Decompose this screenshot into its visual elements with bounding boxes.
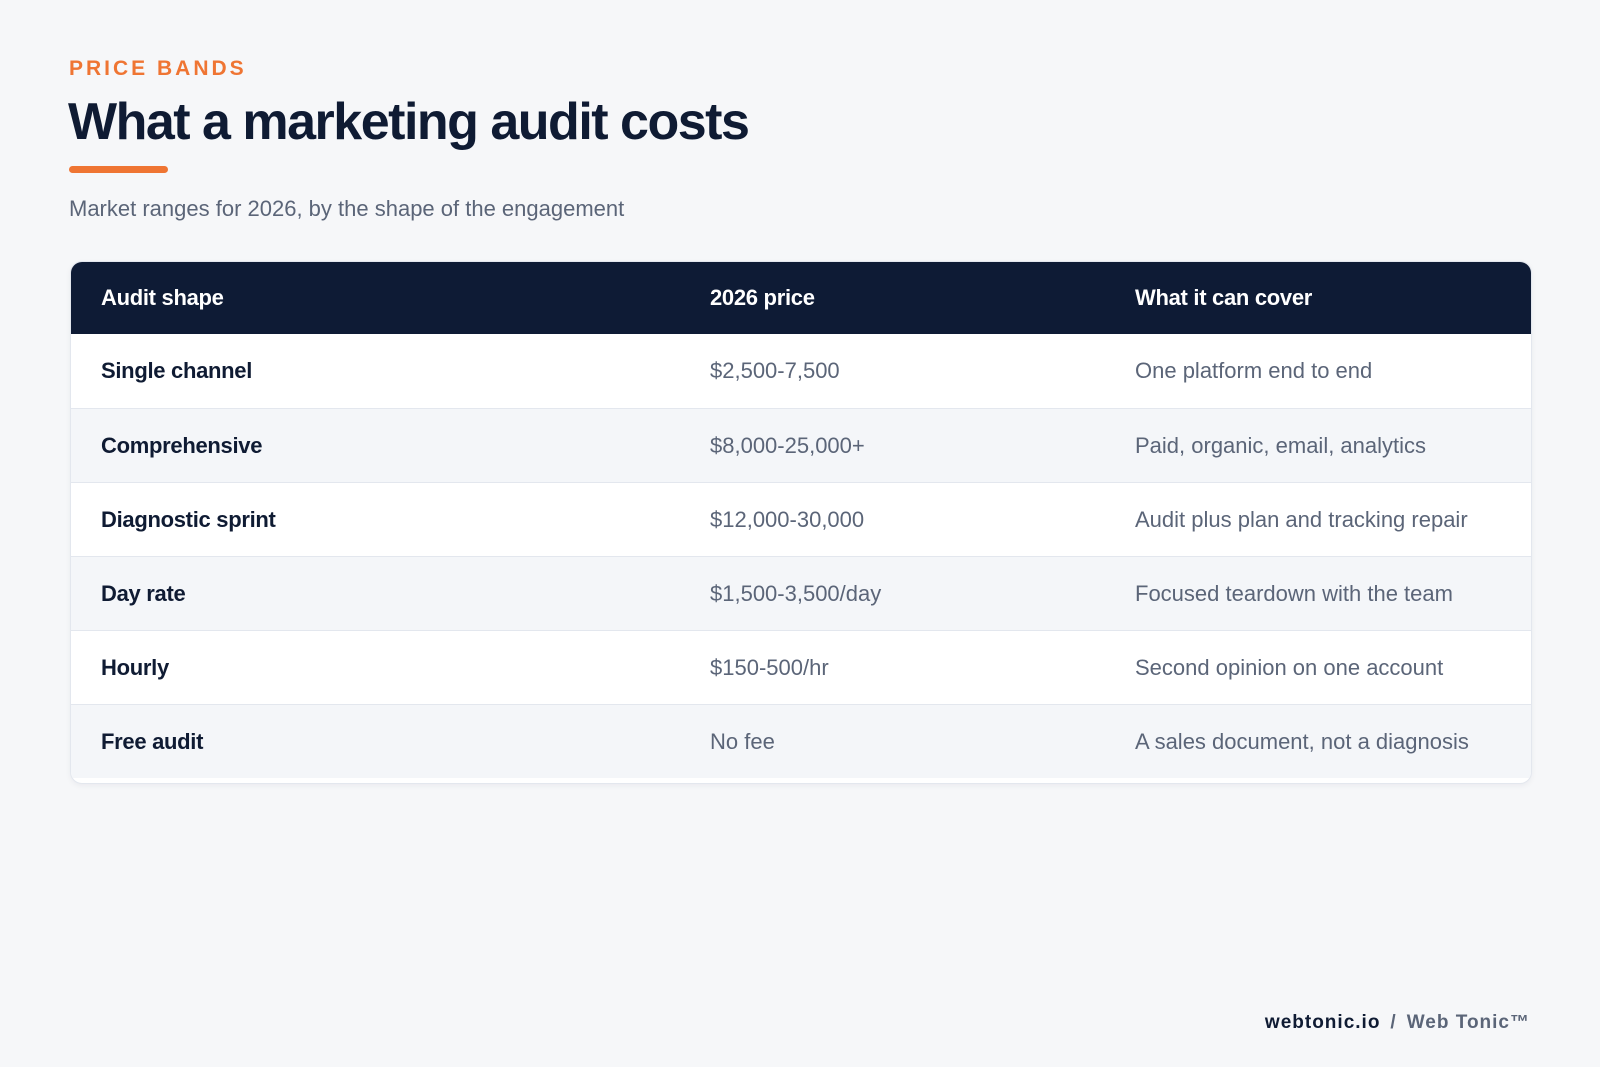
column-header-price: 2026 price [710, 285, 815, 310]
price-cell: $1,500-3,500/day [710, 580, 882, 606]
audit-shape-cell: Comprehensive [101, 432, 263, 458]
coverage-cell: Audit plus plan and tracking repair [1135, 506, 1468, 532]
price-cell: $8,000-25,000+ [710, 432, 865, 458]
price-table: Audit shape 2026 price What it can cover… [70, 261, 1532, 784]
footer-credit: webtonic.io / Web Tonic™ [1265, 1012, 1530, 1034]
coverage-cell: A sales document, not a diagnosis [1135, 728, 1469, 754]
audit-shape-cell: Hourly [101, 654, 169, 680]
column-header-coverage: What it can cover [1135, 285, 1313, 310]
coverage-cell: Second opinion on one account [1135, 654, 1444, 680]
table-body: Single channel $2,500-7,500 One platform… [71, 334, 1531, 778]
page-title: What a marketing audit costs [68, 93, 750, 151]
price-cell: No fee [710, 728, 775, 754]
price-cell: $150-500/hr [710, 654, 829, 680]
coverage-cell: Paid, organic, email, analytics [1135, 432, 1427, 458]
table-row: Comprehensive $8,000-25,000+ Paid, organ… [71, 408, 1531, 482]
page-subtitle: Market ranges for 2026, by the shape of … [69, 196, 625, 221]
column-header-audit-shape: Audit shape [101, 285, 224, 310]
footer-brand: Web Tonic™ [1406, 1012, 1530, 1033]
price-cell: $2,500-7,500 [710, 358, 840, 383]
audit-shape-cell: Day rate [101, 580, 186, 606]
title-accent-bar [69, 166, 168, 173]
eyebrow-label: PRICE BANDS [69, 57, 247, 80]
footer-domain: webtonic.io [1264, 1012, 1381, 1033]
table-row: Hourly $150-500/hr Second opinion on one… [71, 630, 1531, 704]
table-row: Diagnostic sprint $12,000-30,000 Audit p… [71, 482, 1531, 556]
audit-shape-cell: Diagnostic sprint [101, 506, 276, 532]
footer-separator: / [1390, 1012, 1397, 1033]
audit-shape-cell: Free audit [101, 728, 204, 754]
coverage-cell: One platform end to end [1135, 358, 1373, 383]
audit-shape-cell: Single channel [101, 358, 253, 383]
coverage-cell: Focused teardown with the team [1135, 580, 1453, 606]
table-header-row: Audit shape 2026 price What it can cover [71, 262, 1531, 334]
table-row: Free audit No fee A sales document, not … [71, 704, 1531, 778]
table-row: Day rate $1,500-3,500/day Focused teardo… [71, 556, 1531, 630]
price-cell: $12,000-30,000 [710, 506, 865, 532]
table-row: Single channel $2,500-7,500 One platform… [71, 334, 1531, 408]
